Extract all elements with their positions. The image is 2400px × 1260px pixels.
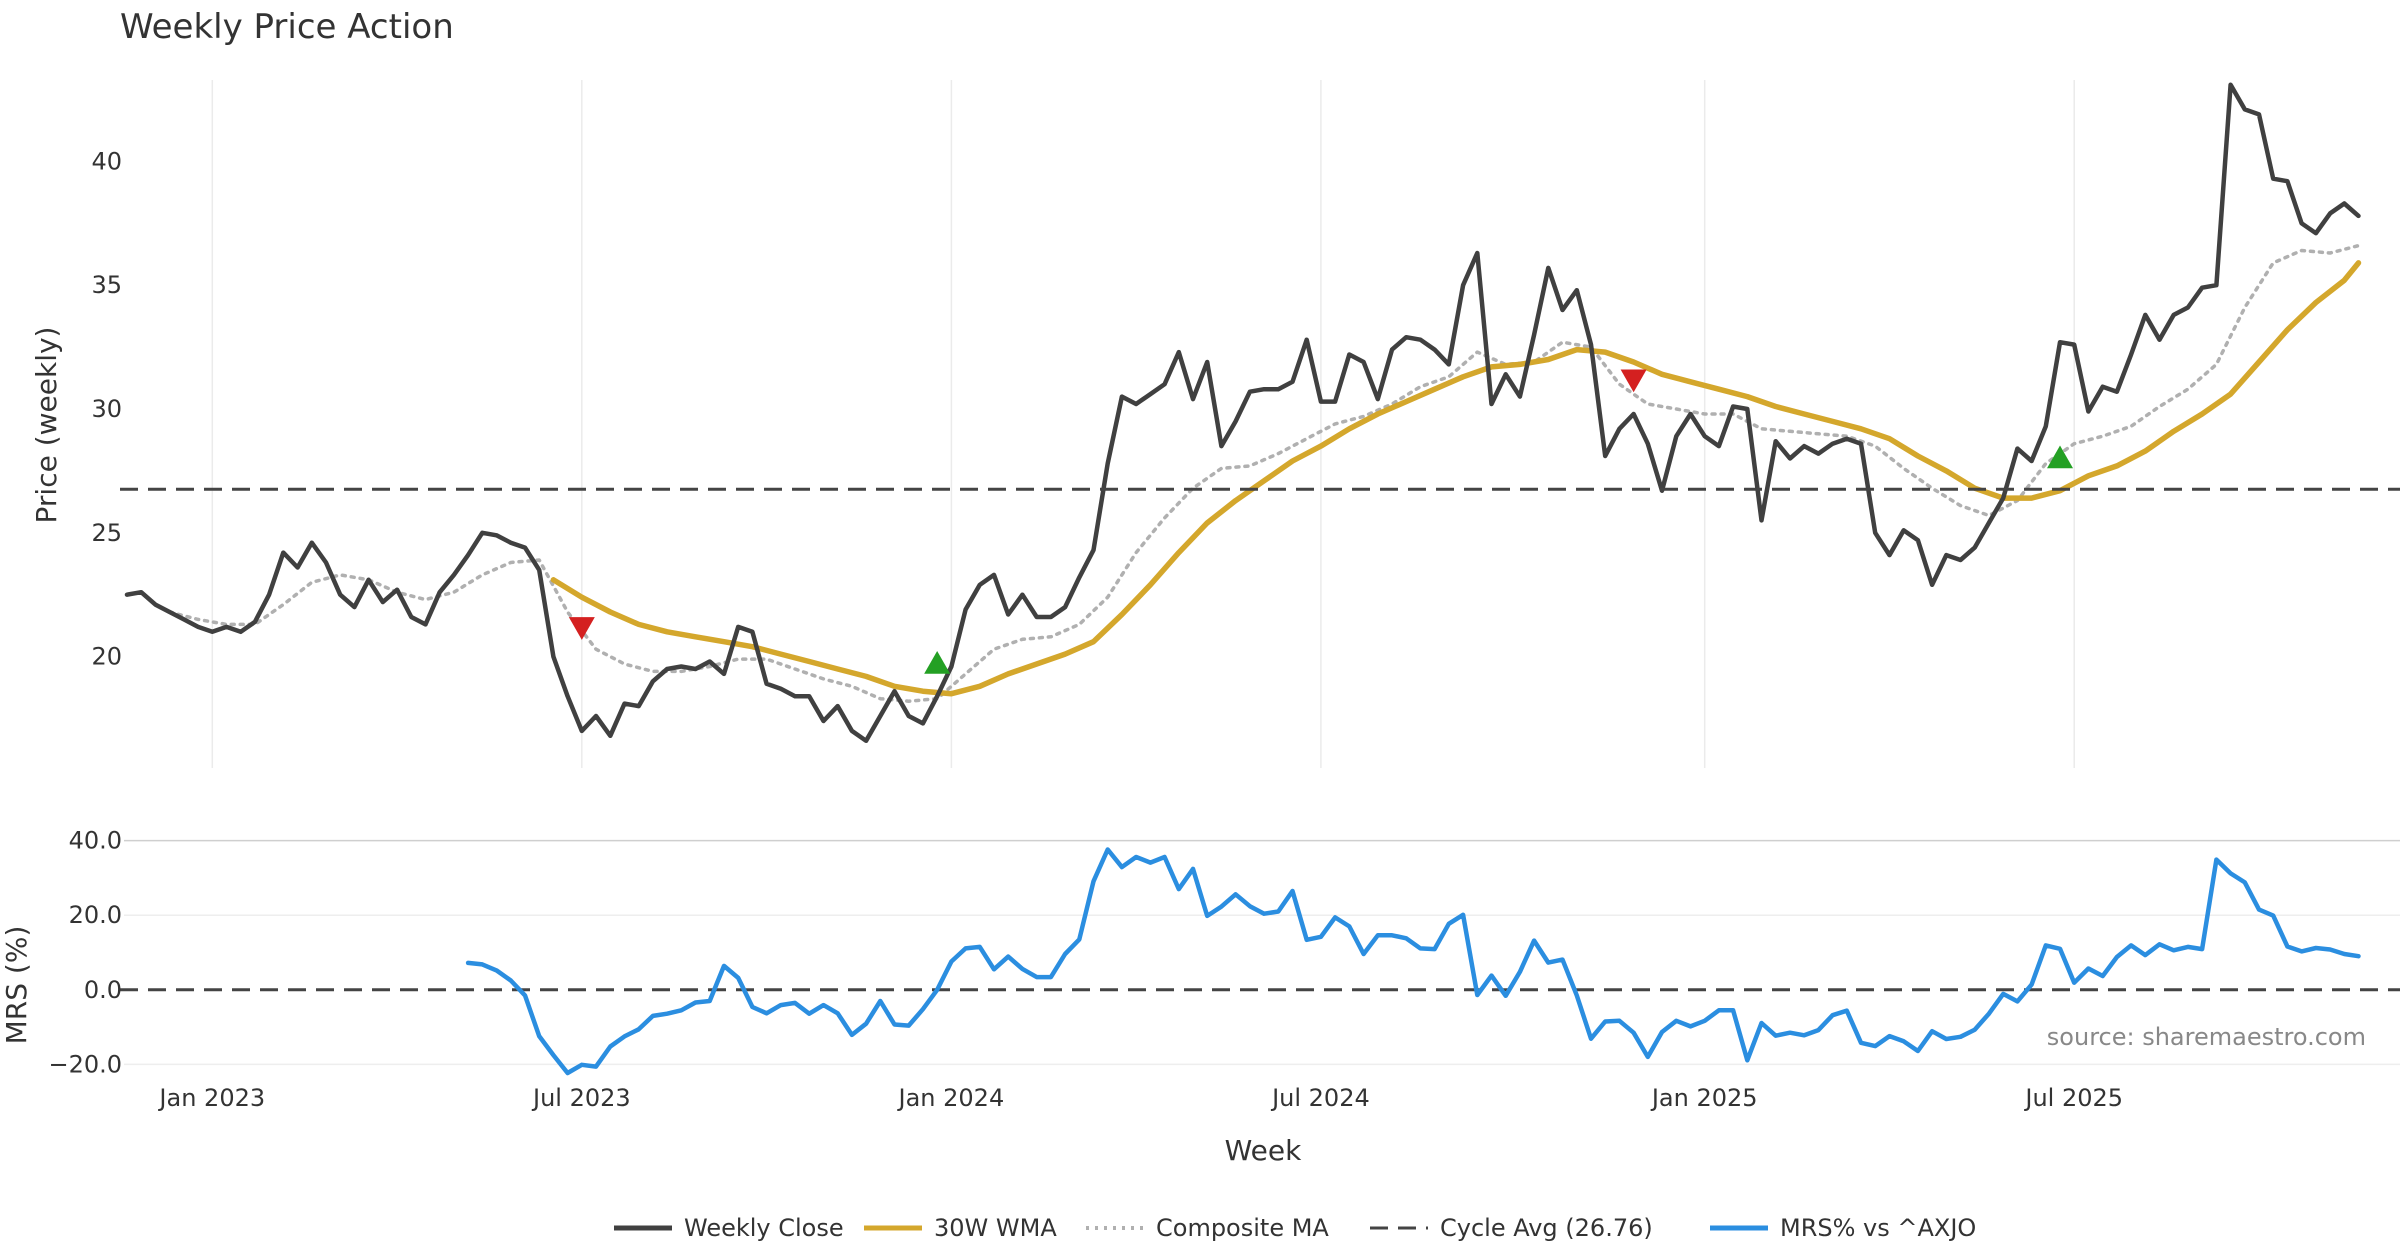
mrs-y-tick-label: 40.0: [69, 827, 122, 855]
buy-signal-marker: [924, 651, 951, 674]
mrs-line: [465, 847, 2361, 1076]
legend: Weekly Close 30W WMA Composite MA Cycle Avg…: [614, 1214, 1976, 1242]
legend-label: 30W WMA: [934, 1214, 1057, 1242]
legend-label: Cycle Avg (26.76): [1440, 1214, 1653, 1242]
price-y-tick-label: 30: [91, 395, 122, 423]
x-tick-label: Jul 2025: [2023, 1084, 2123, 1112]
price-y-tick-label: 35: [91, 271, 122, 299]
x-tick-label: Jul 2023: [531, 1084, 631, 1112]
mrs-panel: [120, 847, 2400, 1076]
x-tick-label: Jan 2023: [157, 1084, 265, 1112]
mrs-y-tick-label: 20.0: [69, 901, 122, 929]
wma-30w-line: [550, 260, 2362, 697]
price-panel: [120, 82, 2400, 744]
weekly-close-line: [124, 82, 2361, 744]
axes: Jan 2023 Jul 2023 Jan 2024 Jul 2024 Jan 2025…: [48, 147, 2123, 1112]
x-tick-label: Jan 2024: [897, 1084, 1005, 1112]
legend-label: Weekly Close: [684, 1214, 844, 1242]
legend-label: MRS% vs ^AXJO: [1780, 1214, 1976, 1242]
mrs-y-tick-label: −20.0: [48, 1050, 122, 1078]
x-tick-label: Jan 2025: [1650, 1084, 1758, 1112]
x-axis-title: Week: [1225, 1134, 1302, 1167]
sell-signal-marker: [1620, 369, 1647, 393]
source-note: source: sharemaestro.com: [2047, 1023, 2366, 1051]
mrs-y-tick-label: 0.0: [84, 976, 122, 1004]
price-y-tick-label: 40: [91, 147, 122, 175]
chart-title: Weekly Price Action: [120, 7, 454, 47]
legend-label: Composite MA: [1156, 1214, 1329, 1242]
buy-signal-marker: [2047, 445, 2074, 469]
mrs-axis-title: MRS (%): [0, 926, 33, 1045]
gridlines: [124, 80, 2400, 1066]
price-y-tick-label: 25: [91, 519, 122, 547]
price-y-tick-label: 20: [91, 643, 122, 671]
sell-signal-marker: [568, 617, 595, 640]
price-axis-title: Price (weekly): [30, 327, 63, 524]
x-tick-label: Jul 2024: [1270, 1084, 1370, 1112]
